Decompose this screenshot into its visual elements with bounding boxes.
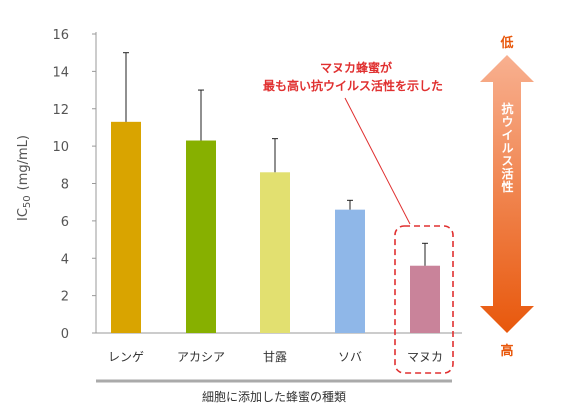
arrow-label: 抗ウイルス活性 [500, 101, 514, 193]
y-axis-label-unit: (mg/mL) [16, 135, 31, 190]
y-axis-label: IC50 (mg/mL) [16, 135, 33, 221]
category-label-5: マヌカ [407, 350, 443, 364]
category-label-4: ソバ [338, 350, 362, 364]
bar-5 [410, 265, 440, 333]
y-tick-label: 10 [52, 140, 69, 155]
highlight-box [394, 225, 454, 374]
activity-arrow: 抗ウイルス活性 [480, 55, 534, 333]
category-label-1: レンゲ [108, 350, 144, 364]
arrow-top-label: 低 [499, 35, 513, 51]
annotation-line-1: マヌカ蜂蜜が [320, 60, 392, 75]
double-arrow-shape [480, 55, 534, 333]
y-tick-label: 14 [52, 65, 69, 80]
x-axis-label: 細胞に添加した蜂蜜の種類 [202, 389, 346, 404]
y-tick-label: 16 [52, 28, 69, 43]
category-labels: レンゲ アカシア 甘露 ソバ マヌカ [108, 350, 443, 364]
y-tick-label: 8 [61, 178, 69, 193]
annotation-line-2: 最も高い抗ウイルス活性を示した [263, 78, 443, 93]
annotation-pointer-line [344, 97, 411, 225]
bar-3 [260, 172, 290, 333]
y-tick-label: 2 [61, 290, 69, 305]
arrow-bottom-label: 高 [500, 343, 513, 359]
bar-4 [335, 209, 365, 333]
bar-1 [111, 121, 141, 333]
y-tick-label: 12 [52, 103, 69, 118]
category-label-2: アカシア [177, 350, 225, 364]
bar-2 [186, 140, 216, 333]
error-bars-group [123, 52, 428, 266]
y-axis-label-main: IC [16, 208, 31, 221]
category-label-3: 甘露 [263, 350, 287, 364]
y-axis-label-subscript: 50 [22, 195, 33, 208]
bars-group [111, 121, 440, 333]
y-tick-label: 4 [61, 252, 69, 267]
y-tick-label: 0 [61, 327, 69, 342]
y-tick-label: 6 [61, 215, 69, 230]
y-axis: 0 2 4 6 8 10 12 14 16 [52, 28, 462, 342]
